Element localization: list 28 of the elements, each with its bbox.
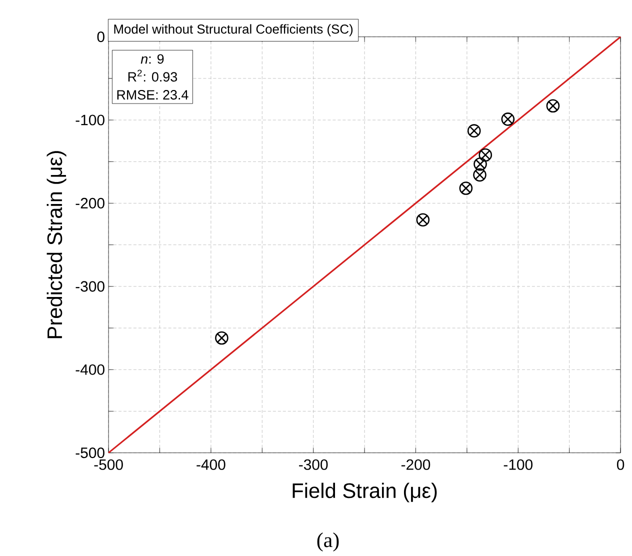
point bbox=[416, 213, 430, 227]
x-axis-title: Field Strain (με) bbox=[292, 482, 437, 502]
x-tick-label: -200 bbox=[401, 459, 430, 470]
y-axis-title: Predicted Strain (με) bbox=[46, 151, 66, 338]
y-tick-label: -200 bbox=[76, 198, 104, 209]
point bbox=[467, 124, 481, 138]
x-tick-label: 0 bbox=[616, 459, 624, 470]
x-tick-label: -100 bbox=[504, 459, 533, 470]
point bbox=[546, 99, 560, 113]
annotation: R$^{2}$: 0.93 bbox=[128, 70, 178, 82]
y-tick-label: -300 bbox=[76, 281, 104, 292]
annotation: RMSE: 23.4 bbox=[117, 90, 188, 100]
y-tick-label: -400 bbox=[76, 364, 104, 375]
point bbox=[501, 112, 515, 126]
point bbox=[473, 168, 486, 182]
y-tick-label: -500 bbox=[76, 448, 104, 458]
point bbox=[474, 157, 487, 171]
text: (a) bbox=[317, 532, 339, 552]
x-tick-label: -400 bbox=[196, 459, 226, 470]
point bbox=[478, 148, 492, 162]
text: Model without Structural Coefficients (SC) bbox=[114, 24, 353, 36]
y-tick-label: -100 bbox=[76, 114, 104, 126]
annotation: n: 9 bbox=[140, 54, 164, 64]
x-tick-label: -500 bbox=[94, 459, 123, 470]
point bbox=[215, 331, 228, 345]
point bbox=[459, 182, 473, 195]
y-tick-label: 0 bbox=[97, 32, 104, 42]
x-tick-label: -300 bbox=[299, 459, 328, 470]
